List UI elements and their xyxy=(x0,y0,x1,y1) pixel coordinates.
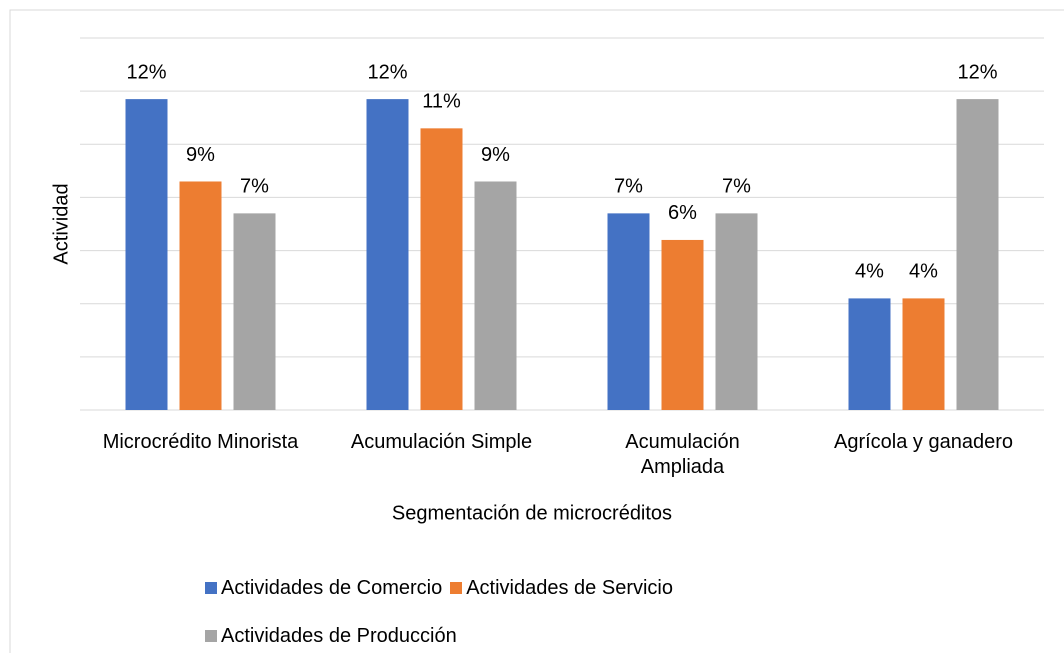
legend-swatch xyxy=(205,582,217,594)
x-tick-label: Acumulación Simple xyxy=(350,431,533,453)
bar xyxy=(956,99,999,410)
data-label: 9% xyxy=(186,144,215,166)
data-label: 12% xyxy=(367,61,407,83)
data-label: 7% xyxy=(240,176,269,198)
bar xyxy=(179,181,222,410)
legend-label: Actividades de Producción xyxy=(221,624,457,647)
data-label: 12% xyxy=(126,61,166,83)
bar xyxy=(848,298,891,410)
bar xyxy=(366,99,409,410)
x-tick-label: Microcrédito Minorista xyxy=(102,431,299,453)
bar xyxy=(661,239,704,410)
data-label: 4% xyxy=(855,261,884,283)
x-tick-label: Agrícola y ganadero xyxy=(833,431,1013,453)
data-label: 7% xyxy=(722,176,751,198)
legend-label: Actividades de Comercio xyxy=(221,576,443,599)
x-tick-label: Acumulación Ampliada xyxy=(625,431,740,478)
data-label: 4% xyxy=(909,261,938,283)
legend: Actividades de Comercio Actividades de Se… xyxy=(205,564,905,653)
legend-swatch xyxy=(450,582,463,594)
bar xyxy=(715,213,758,410)
bar xyxy=(125,99,168,410)
x-axis-title: Segmentación de microcréditos xyxy=(392,502,672,524)
bar xyxy=(474,181,517,410)
data-label: 11% xyxy=(422,91,461,113)
y-axis-title: Actividad xyxy=(50,183,72,264)
data-label: 6% xyxy=(668,202,697,224)
chart-border xyxy=(9,9,1064,653)
bar xyxy=(607,213,650,410)
legend-item: Actividades de Producción xyxy=(205,612,457,653)
bar xyxy=(233,213,276,410)
legend-label: Actividades de Servicio xyxy=(466,576,673,599)
bar xyxy=(420,128,463,411)
legend-item: Actividades de Servicio xyxy=(450,564,673,612)
legend-item: Actividades de Comercio xyxy=(205,564,442,612)
data-label: 12% xyxy=(957,61,997,83)
bar xyxy=(902,298,945,410)
data-label: 7% xyxy=(614,176,643,198)
legend-swatch xyxy=(205,630,217,642)
data-label: 9% xyxy=(481,144,510,166)
